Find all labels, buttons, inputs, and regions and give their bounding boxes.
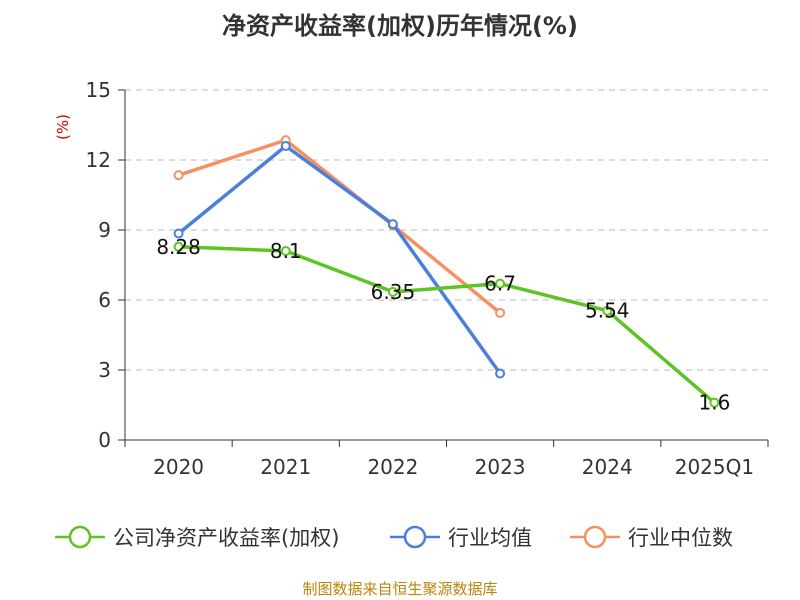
- x-tick-label: 2020: [153, 455, 204, 479]
- x-tick-label: 2021: [260, 455, 311, 479]
- series-line-2: [176, 138, 502, 315]
- data-point-0: [602, 305, 613, 316]
- data-label: 5.54: [585, 299, 630, 323]
- data-label: 6.7: [484, 272, 516, 296]
- data-label: 1.6: [699, 391, 731, 415]
- series-layer: [173, 135, 720, 408]
- x-tick-label: 2022: [367, 455, 418, 479]
- data-point-1: [387, 219, 398, 230]
- legend-marker-2: [583, 525, 607, 549]
- legend-label-1: 行业均值: [448, 526, 532, 550]
- data-point-0: [495, 278, 506, 289]
- x-tick-label: 2023: [475, 455, 526, 479]
- y-axis-unit-label: (%): [54, 114, 72, 140]
- legend-label-0: 公司净资产收益率(加权): [113, 526, 339, 550]
- data-label: 8.1: [270, 239, 302, 263]
- y-tick-label: 0: [98, 428, 111, 452]
- legend: 公司净资产收益率(加权) 行业均值 行业中位数: [55, 525, 733, 550]
- data-label-layer: 8.28 8.1 6.35 6.7 5.54 1.6: [156, 235, 730, 415]
- data-point-0: [709, 397, 720, 408]
- x-tick-label: 2024: [582, 455, 633, 479]
- series-line-1: [176, 144, 502, 376]
- data-point-1: [173, 228, 184, 239]
- legend-label-2: 行业中位数: [628, 526, 733, 550]
- data-point-2: [495, 307, 506, 318]
- data-label: 6.35: [371, 280, 416, 304]
- y-tick-label: 15: [86, 78, 111, 102]
- data-point-2: [173, 170, 184, 181]
- data-point-0: [280, 246, 291, 256]
- chart-title: 净资产收益率(加权)历年情况(%): [222, 12, 578, 40]
- data-point-1: [280, 141, 291, 151]
- y-tick-label: 6: [98, 288, 111, 312]
- y-tick-label: 12: [86, 148, 111, 172]
- grid-layer: [125, 89, 768, 371]
- source-note: 制图数据来自恒生聚源数据库: [302, 580, 498, 598]
- data-label: 8.28: [156, 235, 201, 259]
- x-tick-label: 2025Q1: [675, 455, 754, 479]
- data-point-1: [495, 368, 506, 379]
- legend-marker-0: [68, 525, 92, 549]
- y-tick-label: 9: [98, 218, 111, 242]
- legend-marker-1: [403, 525, 427, 549]
- data-point-0: [387, 286, 398, 297]
- y-tick-label: 3: [98, 358, 111, 382]
- series-line-0: [176, 245, 717, 405]
- data-point-0: [173, 241, 184, 252]
- axis-layer: 0 3 6 9 12 15 2020 2021 2022 2023 2024 2025Q1: [86, 78, 769, 479]
